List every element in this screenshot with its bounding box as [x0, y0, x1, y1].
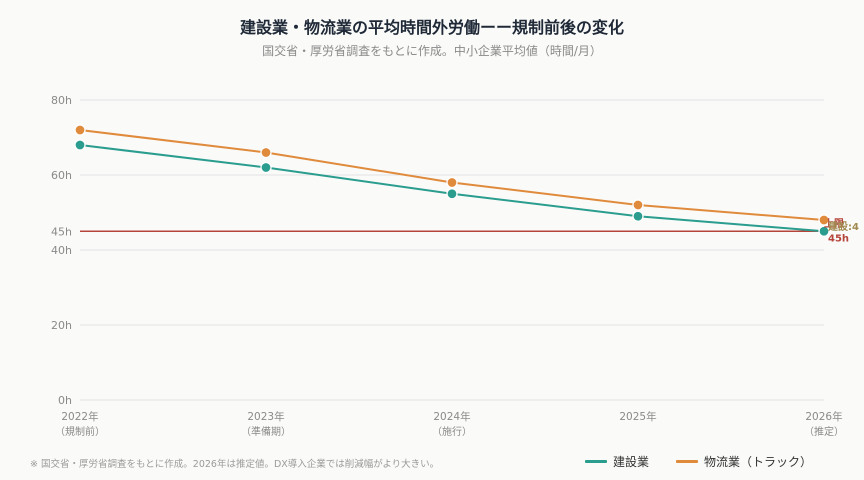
- end-label-construction: 建設:4: [827, 220, 859, 233]
- legend-swatch-logistics: [676, 460, 698, 463]
- data-point-logistics: [632, 199, 644, 211]
- data-point-logistics: [74, 124, 86, 136]
- reference-line-label: 45h: [828, 233, 849, 244]
- y-tick-label: 40h: [51, 244, 72, 257]
- chart-title: 建設業・物流業の平均時間外労働ーー規制前後の変化: [239, 18, 624, 37]
- x-tick-label: 2024年: [433, 410, 470, 423]
- legend-label-construction: 建設業: [613, 455, 650, 469]
- data-point-construction: [818, 225, 830, 237]
- legend-item-construction[interactable]: 建設業: [585, 453, 649, 470]
- x-tick-label: 2026年: [805, 410, 842, 423]
- x-tick-label: 2022年: [61, 410, 98, 423]
- y-tick-label: 20h: [51, 319, 72, 332]
- data-point-logistics: [818, 214, 830, 226]
- y-tick-label: 45h: [51, 225, 72, 238]
- chart-subtitle: 国交省・厚労省調査をもとに作成。中小企業平均値（時間/月）: [262, 44, 602, 58]
- y-tick-label: 60h: [51, 169, 72, 182]
- data-point-construction: [446, 188, 458, 200]
- legend-swatch-construction: [585, 460, 607, 463]
- end-label-limit: 上限: [824, 217, 845, 230]
- data-point-logistics: [260, 146, 272, 159]
- x-tick-label: 2025年: [619, 410, 656, 423]
- data-point-construction: [632, 210, 644, 222]
- data-point-logistics: [446, 176, 458, 189]
- x-tick-label: 2023年: [247, 410, 284, 423]
- x-tick-sublabel: （推定）: [804, 425, 844, 438]
- legend-label-logistics: 物流業（トラック）: [704, 455, 813, 469]
- x-tick-sublabel: （施行）: [432, 425, 472, 438]
- x-tick-sublabel: （準備期）: [241, 425, 291, 438]
- y-tick-label: 80h: [51, 94, 72, 107]
- data-point-construction: [74, 139, 86, 151]
- data-point-construction: [260, 161, 272, 174]
- y-tick-label: 0h: [58, 394, 72, 407]
- legend-item-logistics[interactable]: 物流業（トラック）: [676, 453, 812, 470]
- x-tick-sublabel: （規制前）: [55, 425, 105, 438]
- footnote: ※ 国交省・厚労省調査をもとに作成。2026年は推定値。DX導入企業では削減幅が…: [30, 459, 440, 470]
